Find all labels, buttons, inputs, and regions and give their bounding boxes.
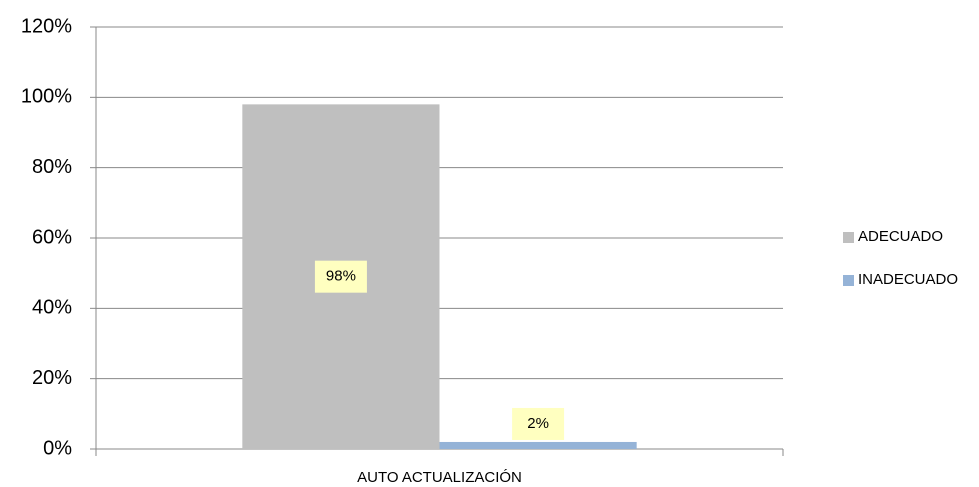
legend-swatch xyxy=(843,232,854,243)
y-tick-label: 40% xyxy=(32,297,72,319)
data-label: 98% xyxy=(326,268,356,285)
y-tick-label: 100% xyxy=(21,86,72,108)
y-tick-label: 0% xyxy=(43,437,72,459)
bar xyxy=(439,441,637,449)
data-label-box xyxy=(512,407,565,440)
y-tick-label: 120% xyxy=(21,15,72,37)
y-tick-label: 20% xyxy=(32,367,72,389)
legend-label: INADECUADO xyxy=(858,271,958,288)
y-tick-label: 80% xyxy=(32,156,72,178)
data-label-box xyxy=(314,260,367,293)
legend-label: ADECUADO xyxy=(858,228,943,245)
legend-swatch xyxy=(843,275,854,286)
y-tick-label: 60% xyxy=(32,226,72,248)
data-label: 2% xyxy=(527,415,549,432)
x-tick-label: AUTO ACTUALIZACIÓN xyxy=(357,469,522,486)
